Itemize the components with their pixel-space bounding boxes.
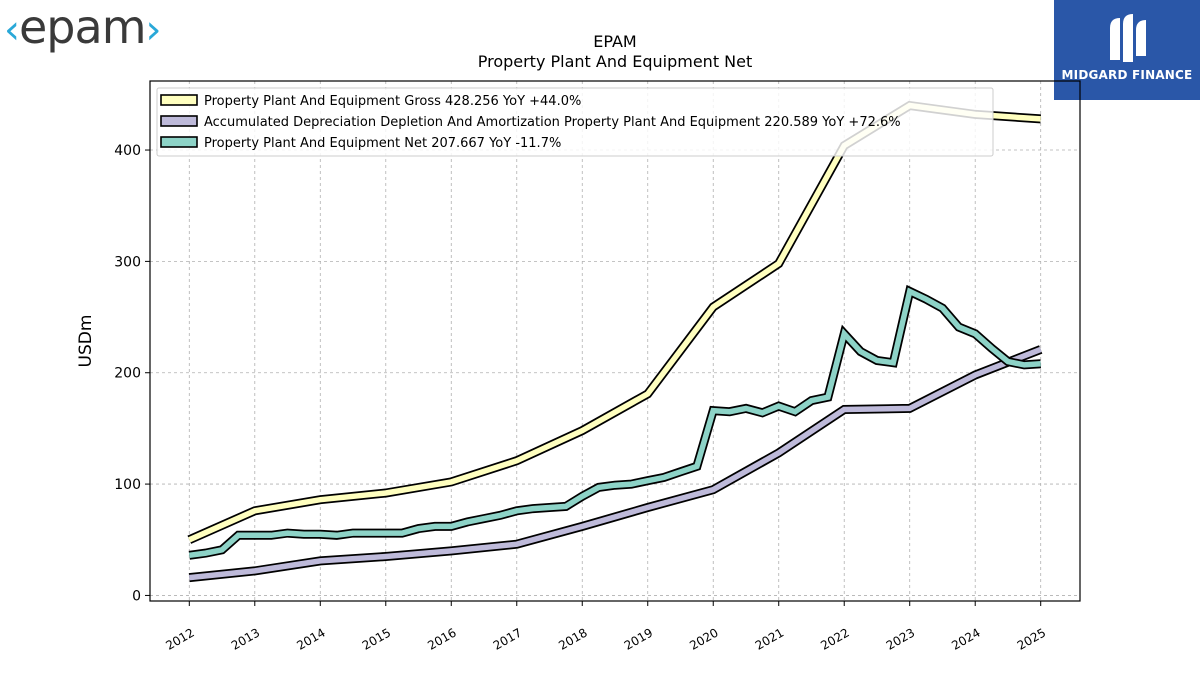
y-axis-label: USDm — [76, 315, 96, 368]
x-tick-label: 2025 — [1015, 625, 1048, 652]
legend-swatch-1 — [160, 115, 198, 127]
partner-name: MIDGARD FINANCE — [1061, 68, 1193, 82]
x-tick-label: 2020 — [687, 625, 720, 652]
y-tick-label: 400 — [114, 143, 141, 159]
x-tick-label: 2017 — [491, 625, 524, 652]
legend-swatch-2 — [160, 136, 198, 148]
legend: Property Plant And Equipment Gross 428.2… — [156, 87, 994, 157]
x-tick-label: 2012 — [163, 625, 196, 652]
x-tick-label: 2024 — [949, 625, 982, 652]
partner-mark-icon — [1110, 14, 1146, 62]
x-tick-label: 2019 — [622, 625, 655, 652]
series-line-0 — [188, 102, 1041, 543]
series-outline-1 — [188, 345, 1043, 583]
series-line-1 — [189, 346, 1042, 581]
legend-label-1: Accumulated Depreciation Depletion And A… — [204, 115, 901, 130]
series-line-2 — [188, 287, 1041, 559]
chart-subtitle: Property Plant And Equipment Net — [477, 52, 753, 71]
y-tick-label: 100 — [114, 477, 141, 493]
y-tick-label: 200 — [114, 366, 141, 382]
x-tick-label: 2018 — [556, 625, 589, 652]
y-tick-label: 300 — [114, 254, 141, 270]
epam-logo: ‹epam› — [4, 0, 162, 54]
plot-frame — [149, 80, 1081, 602]
legend-label-2: Property Plant And Equipment Net 207.667… — [204, 136, 561, 151]
x-tick-label: 2013 — [229, 625, 262, 652]
y-tick-label: 0 — [132, 588, 141, 604]
grid — [150, 81, 1080, 601]
chart-title: EPAM — [593, 32, 637, 51]
series-outline-0 — [187, 100, 1042, 544]
legend-label-0: Property Plant And Equipment Gross 428.2… — [204, 94, 581, 109]
legend-box — [156, 87, 994, 157]
x-tick-label: 2021 — [753, 625, 786, 652]
series-lines — [187, 100, 1043, 583]
partner-logo: MIDGARD FINANCE — [1054, 0, 1200, 100]
x-tick-label: 2016 — [425, 625, 458, 652]
x-tick-label: 2015 — [360, 625, 393, 652]
legend-swatch-0 — [160, 94, 198, 106]
x-tick-label: 2014 — [294, 625, 327, 652]
x-tick-label: 2023 — [884, 625, 917, 652]
x-tick-label: 2022 — [818, 625, 851, 652]
